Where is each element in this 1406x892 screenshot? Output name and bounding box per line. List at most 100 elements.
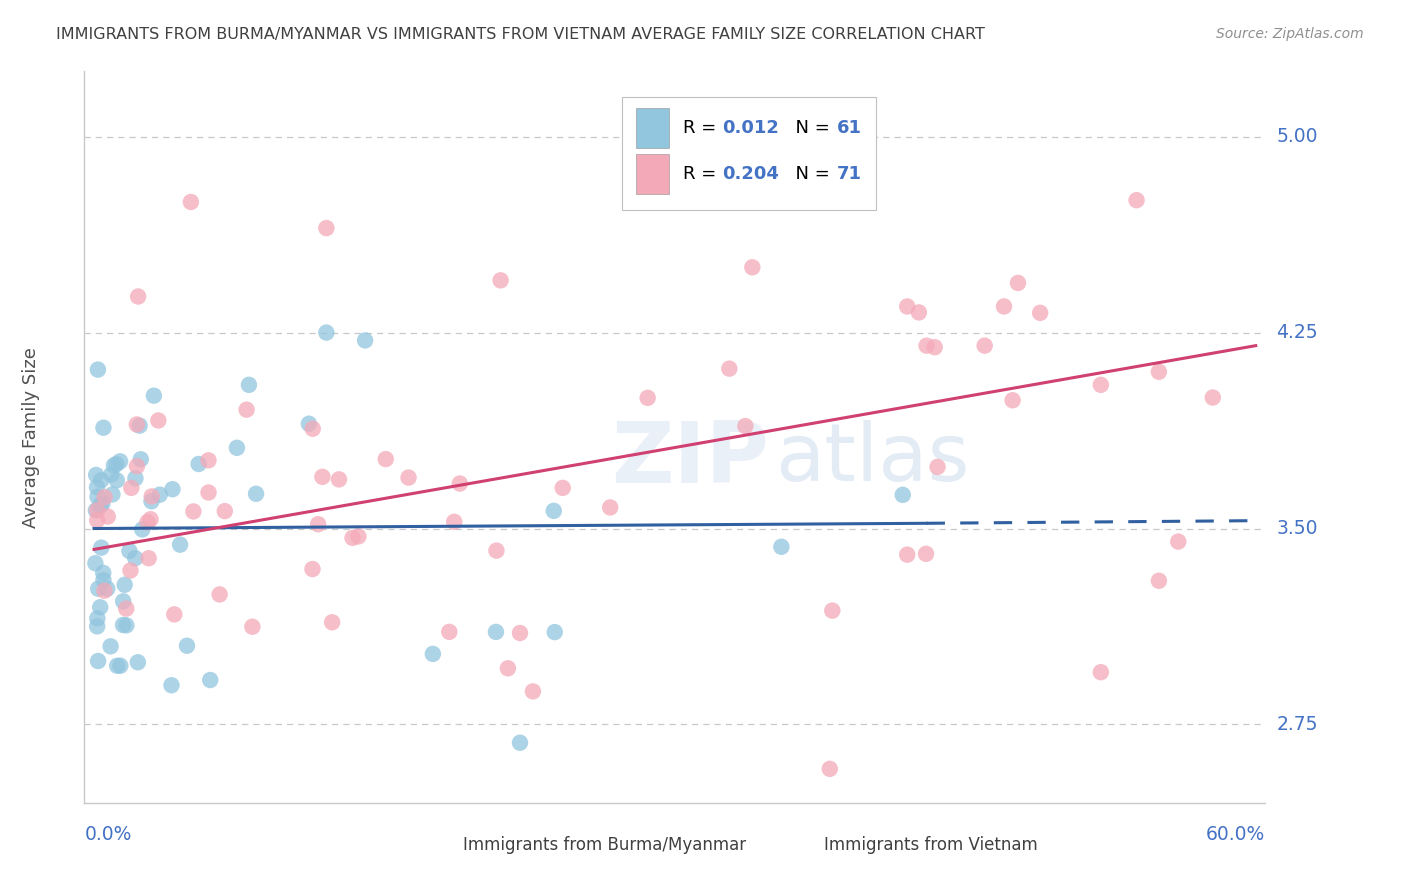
Point [160, 678, 183, 692]
Point [187, 457, 209, 471]
Point [87, 362, 110, 376]
Point [149, 488, 172, 502]
Point [238, 377, 260, 392]
Text: Average Family Size: Average Family Size [22, 347, 41, 527]
Point [347, 529, 370, 543]
Point [422, 647, 444, 661]
Point [110, 658, 132, 673]
Point [734, 419, 756, 434]
Point [543, 504, 565, 518]
Point [485, 624, 508, 639]
Point [1001, 393, 1024, 408]
Point [927, 459, 949, 474]
Point [120, 481, 142, 495]
Point [311, 470, 333, 484]
Point [315, 221, 337, 235]
Point [108, 454, 131, 468]
Text: N =: N = [783, 165, 835, 183]
Point [105, 473, 128, 487]
Point [115, 601, 138, 615]
Point [180, 194, 202, 209]
Point [398, 470, 420, 484]
Point [1147, 365, 1170, 379]
Point [124, 551, 146, 566]
Point [973, 339, 995, 353]
Point [924, 340, 946, 354]
Point [718, 361, 741, 376]
Text: N =: N = [783, 119, 835, 136]
Text: R =: R = [683, 119, 723, 136]
Point [89, 600, 111, 615]
Point [86, 503, 108, 517]
Point [891, 488, 914, 502]
Point [131, 523, 153, 537]
Point [197, 453, 219, 467]
Text: R =: R = [683, 165, 723, 183]
Point [522, 684, 544, 698]
Point [148, 413, 170, 427]
Point [908, 305, 931, 319]
Text: Immigrants from Vietnam: Immigrants from Vietnam [824, 836, 1038, 855]
Point [374, 452, 396, 467]
Point [1202, 391, 1225, 405]
Point [114, 578, 136, 592]
Point [141, 490, 163, 504]
Point [93, 573, 115, 587]
Point [86, 480, 108, 494]
Text: 61: 61 [837, 119, 862, 136]
Point [127, 655, 149, 669]
Point [307, 517, 329, 532]
Point [90, 473, 112, 487]
Point [225, 441, 247, 455]
Point [112, 594, 135, 608]
Point [86, 619, 108, 633]
Point [301, 422, 323, 436]
Point [125, 417, 148, 432]
Point [183, 504, 205, 518]
Point [91, 566, 114, 580]
Point [118, 544, 141, 558]
Point [84, 467, 107, 482]
Point [139, 512, 162, 526]
Point [93, 421, 115, 435]
Point [896, 548, 918, 562]
Text: IMMIGRANTS FROM BURMA/MYANMAR VS IMMIGRANTS FROM VIETNAM AVERAGE FAMILY SIZE COR: IMMIGRANTS FROM BURMA/MYANMAR VS IMMIGRA… [56, 27, 986, 42]
Point [93, 490, 115, 504]
Point [342, 531, 364, 545]
Point [103, 458, 125, 473]
Point [1090, 665, 1112, 680]
FancyBboxPatch shape [621, 97, 876, 211]
FancyBboxPatch shape [433, 833, 458, 858]
Point [141, 494, 163, 508]
Point [354, 334, 377, 348]
Text: 0.204: 0.204 [723, 165, 779, 183]
Point [741, 260, 763, 275]
Point [86, 611, 108, 625]
Point [1125, 193, 1147, 207]
Point [176, 639, 198, 653]
Point [240, 620, 263, 634]
Point [86, 513, 108, 527]
Point [86, 490, 108, 504]
Point [245, 487, 267, 501]
Point [599, 500, 621, 515]
Point [315, 326, 337, 340]
Point [125, 459, 148, 474]
Point [200, 673, 222, 687]
Point [84, 503, 107, 517]
Point [301, 562, 323, 576]
Point [91, 497, 114, 511]
Point [84, 556, 107, 570]
Point [298, 417, 321, 431]
Point [235, 402, 257, 417]
Point [770, 540, 793, 554]
Point [90, 541, 112, 555]
Point [111, 618, 134, 632]
Point [915, 339, 938, 353]
Point [1167, 534, 1189, 549]
Point [197, 485, 219, 500]
Point [214, 504, 236, 518]
Point [101, 487, 124, 501]
FancyBboxPatch shape [793, 833, 818, 858]
Point [915, 547, 938, 561]
